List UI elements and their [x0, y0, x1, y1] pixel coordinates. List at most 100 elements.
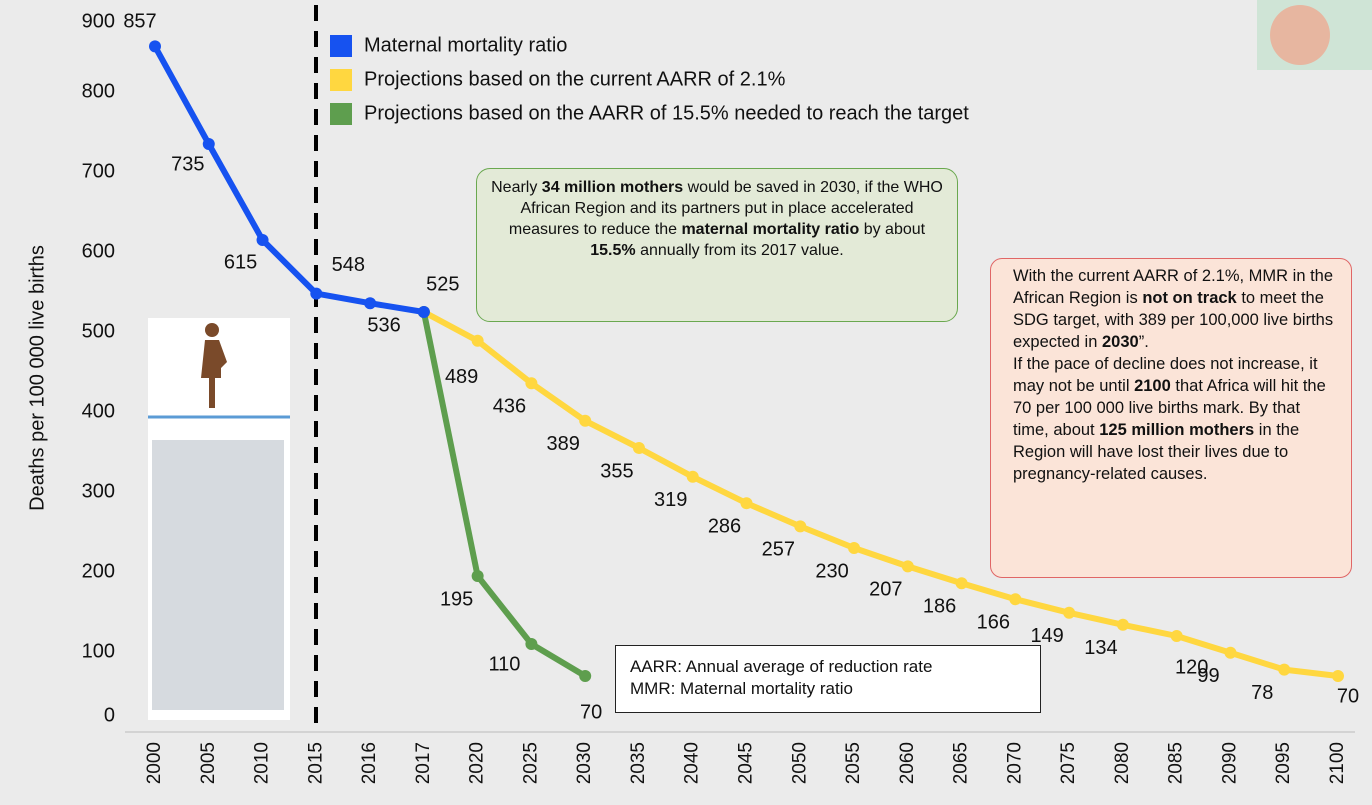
data-point: [1224, 647, 1236, 659]
data-point: [149, 40, 161, 52]
legend-label: Maternal mortality ratio: [364, 34, 567, 56]
data-point: [472, 570, 484, 582]
y-tick-label: 100: [82, 640, 115, 662]
data-label: 186: [923, 595, 956, 617]
green-annotation: Nearly 34 million mothers would be saved…: [476, 168, 958, 322]
y-axis-title: Deaths per 100 000 live births: [26, 245, 48, 511]
y-tick-label: 500: [82, 320, 115, 342]
text-run: 34 million mothers: [542, 179, 683, 196]
data-point: [633, 442, 645, 454]
data-label: 319: [654, 489, 687, 511]
text-run: annually from its 2017 value.: [636, 242, 844, 259]
x-tick-label: 2016: [359, 742, 380, 784]
data-label: 257: [762, 539, 795, 561]
x-tick-label: 2100: [1327, 742, 1348, 784]
text-run: by about: [859, 221, 925, 238]
data-label: 436: [493, 395, 526, 417]
text-run: not on track: [1142, 289, 1236, 307]
y-tick-label: 900: [82, 10, 115, 32]
legend-label: Projections based on the current AARR of…: [364, 68, 786, 90]
text-run: maternal mortality ratio: [681, 221, 859, 238]
x-tick-label: 2050: [789, 742, 810, 784]
text-run: 125 million mothers: [1099, 421, 1254, 439]
data-point: [579, 415, 591, 427]
x-tick-label: 2035: [628, 742, 649, 784]
x-tick-label: 2020: [467, 742, 488, 784]
paragraph: If the pace of decline does not increase…: [1013, 353, 1339, 485]
data-point: [525, 638, 537, 650]
x-tick-label: 2070: [1004, 742, 1025, 784]
data-label: 857: [123, 11, 156, 33]
data-point: [1117, 619, 1129, 631]
x-tick-label: 2040: [682, 742, 703, 784]
data-point: [956, 577, 968, 589]
x-tick-label: 2005: [198, 742, 219, 784]
data-point: [310, 288, 322, 300]
legend-swatch: [330, 35, 352, 57]
data-point: [1332, 670, 1344, 682]
data-label: 78: [1251, 682, 1273, 704]
data-point: [525, 377, 537, 389]
y-tick-label: 800: [82, 80, 115, 102]
y-tick-label: 600: [82, 240, 115, 262]
x-tick-label: 2025: [520, 742, 541, 784]
y-tick-label: 700: [82, 160, 115, 182]
x-tick-label: 2055: [843, 742, 864, 784]
x-tick-label: 2015: [305, 742, 326, 784]
text-run: 2030: [1102, 333, 1139, 351]
data-point: [203, 138, 215, 150]
data-point: [257, 234, 269, 246]
data-point: [418, 306, 430, 318]
legend-swatch: [330, 103, 352, 125]
y-tick-label: 400: [82, 400, 115, 422]
y-tick-label: 200: [82, 560, 115, 582]
x-tick-label: 2017: [413, 742, 434, 784]
y-tick-label: 0: [104, 704, 115, 726]
data-label: 99: [1197, 665, 1219, 687]
x-tick-label: 2090: [1219, 742, 1240, 784]
legend-swatch: [330, 69, 352, 91]
x-tick-label: 2045: [736, 742, 757, 784]
data-point: [687, 471, 699, 483]
x-tick-label: 2030: [574, 742, 595, 784]
page: Deaths per 100 000 live births 0 100 200 30…: [0, 0, 1372, 805]
data-point: [364, 297, 376, 309]
x-tick-label: 2000: [144, 742, 165, 784]
data-label: 149: [1030, 625, 1063, 647]
x-tick-label: 2010: [252, 742, 273, 784]
x-tick-label: 2075: [1058, 742, 1079, 784]
x-tick-label: 2060: [897, 742, 918, 784]
data-label: 230: [815, 560, 848, 582]
x-tick-label: 2065: [951, 742, 972, 784]
x-tick-label: 2080: [1112, 742, 1133, 784]
data-label: 286: [708, 515, 741, 537]
data-label: 70: [580, 701, 602, 723]
data-label: 70: [1337, 685, 1359, 707]
text-run: Nearly: [491, 179, 542, 196]
text-run: 15.5%: [590, 242, 635, 259]
data-label: 735: [171, 153, 204, 175]
data-point: [741, 497, 753, 509]
legend-label: Projections based on the AARR of 15.5% n…: [364, 102, 969, 124]
data-label: 195: [440, 588, 473, 610]
data-point: [472, 335, 484, 347]
y-tick-label: 300: [82, 480, 115, 502]
red-annotation: With the current AARR of 2.1%, MMR in th…: [990, 258, 1352, 578]
paragraph: Nearly 34 million mothers would be saved…: [491, 177, 943, 261]
data-label: 615: [224, 251, 257, 273]
data-point: [1009, 593, 1021, 605]
data-point: [1063, 607, 1075, 619]
data-label: 548: [332, 254, 365, 276]
data-point: [579, 670, 591, 682]
text-run: ”.: [1139, 333, 1149, 351]
data-point: [1278, 664, 1290, 676]
note-line: AARR: Annual average of reduction rate: [630, 656, 1026, 678]
data-label: 525: [426, 273, 459, 295]
data-label: 536: [367, 314, 400, 336]
note-line: MMR: Maternal mortality ratio: [630, 678, 1026, 700]
x-tick-label: 2085: [1166, 742, 1187, 784]
data-label: 166: [977, 611, 1010, 633]
data-point: [1171, 630, 1183, 642]
data-label: 110: [488, 653, 520, 675]
